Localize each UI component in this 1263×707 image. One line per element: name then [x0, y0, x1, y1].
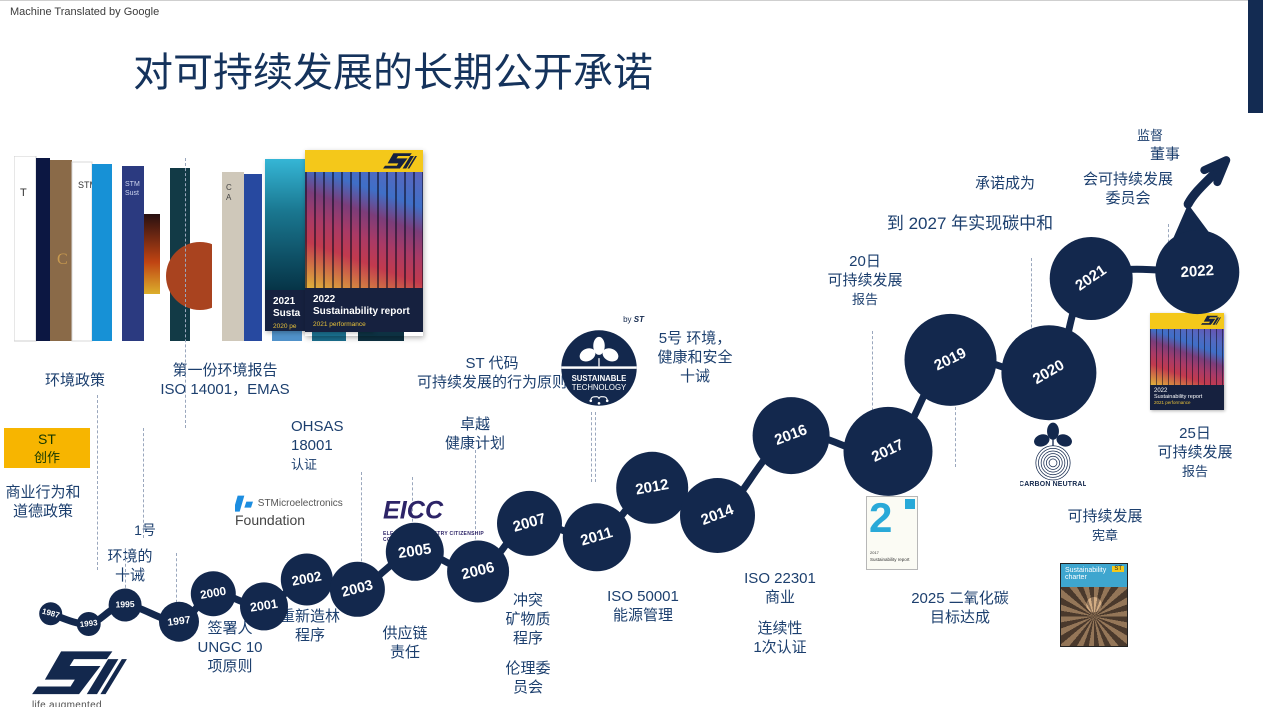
svg-text:1995: 1995 [115, 599, 135, 610]
svg-text:2020: 2020 [1030, 357, 1067, 388]
svg-text:2021: 2021 [1072, 262, 1109, 295]
svg-text:2017: 2017 [869, 436, 906, 466]
svg-text:2012: 2012 [634, 476, 670, 499]
svg-text:2000: 2000 [199, 585, 227, 602]
svg-text:2014: 2014 [699, 501, 737, 529]
svg-text:2016: 2016 [772, 421, 809, 449]
svg-text:T: T [20, 187, 27, 199]
svg-text:C: C [226, 183, 232, 192]
svg-text:2002: 2002 [291, 568, 323, 588]
svg-text:2019: 2019 [932, 344, 969, 374]
svg-text:CARBON NEUTRAL: CARBON NEUTRAL [1020, 481, 1086, 488]
svg-text:Sust: Sust [125, 190, 139, 197]
svg-text:SUSTAINABLE: SUSTAINABLE [572, 374, 627, 383]
svg-text:A: A [226, 193, 232, 202]
svg-text:2005: 2005 [397, 540, 433, 562]
svg-text:C: C [57, 251, 68, 268]
svg-text:EICC: EICC [383, 497, 444, 525]
svg-text:2006: 2006 [460, 559, 496, 584]
svg-text:2022: 2022 [1180, 262, 1214, 281]
svg-text:2003: 2003 [340, 577, 375, 600]
svg-text:2011: 2011 [579, 524, 615, 549]
svg-text:1987: 1987 [41, 607, 61, 620]
svg-text:TECHNOLOGY: TECHNOLOGY [572, 383, 627, 392]
svg-text:2007: 2007 [511, 510, 548, 536]
svg-text:1993: 1993 [79, 618, 98, 629]
svg-text:STM: STM [125, 181, 140, 188]
